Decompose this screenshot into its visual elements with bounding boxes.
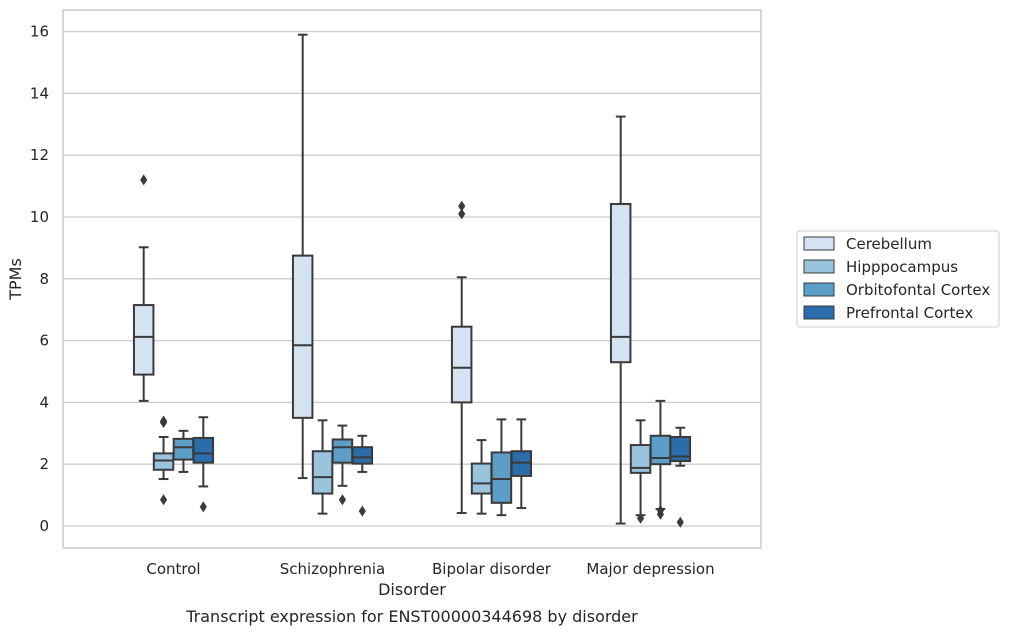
y-tick-label: 14 [30, 84, 49, 102]
box-iqr [609, 203, 632, 364]
box-prefrontal-cortex [192, 416, 215, 513]
box-iqr [649, 434, 672, 466]
outlier-point [159, 494, 168, 506]
box-prefrontal-cortex [510, 418, 533, 510]
gridlines [63, 30, 761, 527]
box-iqr [490, 451, 513, 504]
legend-swatch [803, 236, 835, 251]
outlier-point [159, 415, 168, 427]
box-cerebellum [609, 115, 632, 525]
box-hipppocampus [311, 419, 334, 515]
legend-swatch [803, 282, 835, 297]
box-prefrontal-cortex [351, 434, 374, 517]
legend-frame [796, 230, 1000, 328]
box-orbitofontal-cortex [490, 418, 513, 517]
y-tick-label: 6 [39, 332, 49, 350]
box-iqr [152, 452, 175, 471]
y-tick-label: 10 [30, 208, 49, 226]
box-iqr [132, 304, 155, 376]
box-orbitofontal-cortex [172, 429, 195, 473]
box-hipppocampus [629, 419, 652, 524]
box-iqr [192, 436, 215, 464]
legend-label: Cerebellum [846, 235, 932, 253]
legend-swatch [803, 305, 835, 320]
outlier-point [458, 200, 466, 212]
box-cerebellum [132, 174, 155, 402]
legend-label: Orbitofontal Cortex [846, 281, 990, 299]
box-hipppocampus [470, 439, 493, 515]
outlier-point [338, 494, 347, 506]
legend: Cerebellum Hipppocampus Orbitofontal Corte… [796, 230, 1000, 328]
x-axis-title: Disorder [378, 580, 446, 599]
box-iqr [331, 438, 354, 464]
box-orbitofontal-cortex [649, 399, 672, 520]
box-iqr [450, 325, 473, 404]
x-tick-label: Control [146, 560, 200, 578]
box-iqr [669, 436, 692, 463]
box-iqr [351, 446, 374, 465]
y-tick-label: 12 [30, 146, 49, 164]
legend-label: Prefrontal Cortex [846, 304, 973, 322]
x-tick-label: Schizophrenia [280, 560, 385, 578]
outlier-point [458, 208, 466, 220]
x-axis-ticks: Control Schizophrenia Bipolar disorder Majo… [146, 560, 714, 578]
y-tick-label: 2 [39, 455, 49, 473]
box-iqr [311, 450, 334, 495]
plot-area-frame [62, 9, 762, 549]
box-prefrontal-cortex [669, 426, 692, 528]
outlier-point [358, 505, 366, 517]
box-cerebellum [450, 200, 473, 515]
x-tick-label: Bipolar disorder [432, 560, 552, 578]
outlier-point [656, 505, 665, 517]
legend-swatch [803, 259, 835, 274]
box-iqr [172, 437, 195, 461]
y-axis-ticks: 0 2 4 6 8 10 12 14 16 [30, 23, 49, 535]
box-iqr [470, 462, 493, 495]
chart-caption: Transcript expression for ENST0000034469… [185, 607, 638, 626]
box-orbitofontal-cortex [331, 424, 354, 506]
legend-label: Hipppocampus [846, 258, 958, 276]
outlier-point [676, 516, 684, 528]
x-tick-label: Major depression [586, 560, 714, 578]
box-hipppocampus [152, 415, 175, 506]
box-cerebellum [291, 33, 314, 480]
y-tick-label: 4 [39, 393, 49, 411]
box-series [132, 33, 692, 528]
outlier-point [140, 174, 148, 186]
outlier-point [199, 501, 207, 513]
box-iqr [291, 254, 314, 419]
y-tick-label: 16 [30, 23, 49, 41]
y-tick-label: 0 [39, 517, 49, 535]
y-axis-title: TPMs [6, 258, 25, 301]
y-tick-label: 8 [39, 270, 49, 288]
outlier-point [636, 512, 645, 524]
